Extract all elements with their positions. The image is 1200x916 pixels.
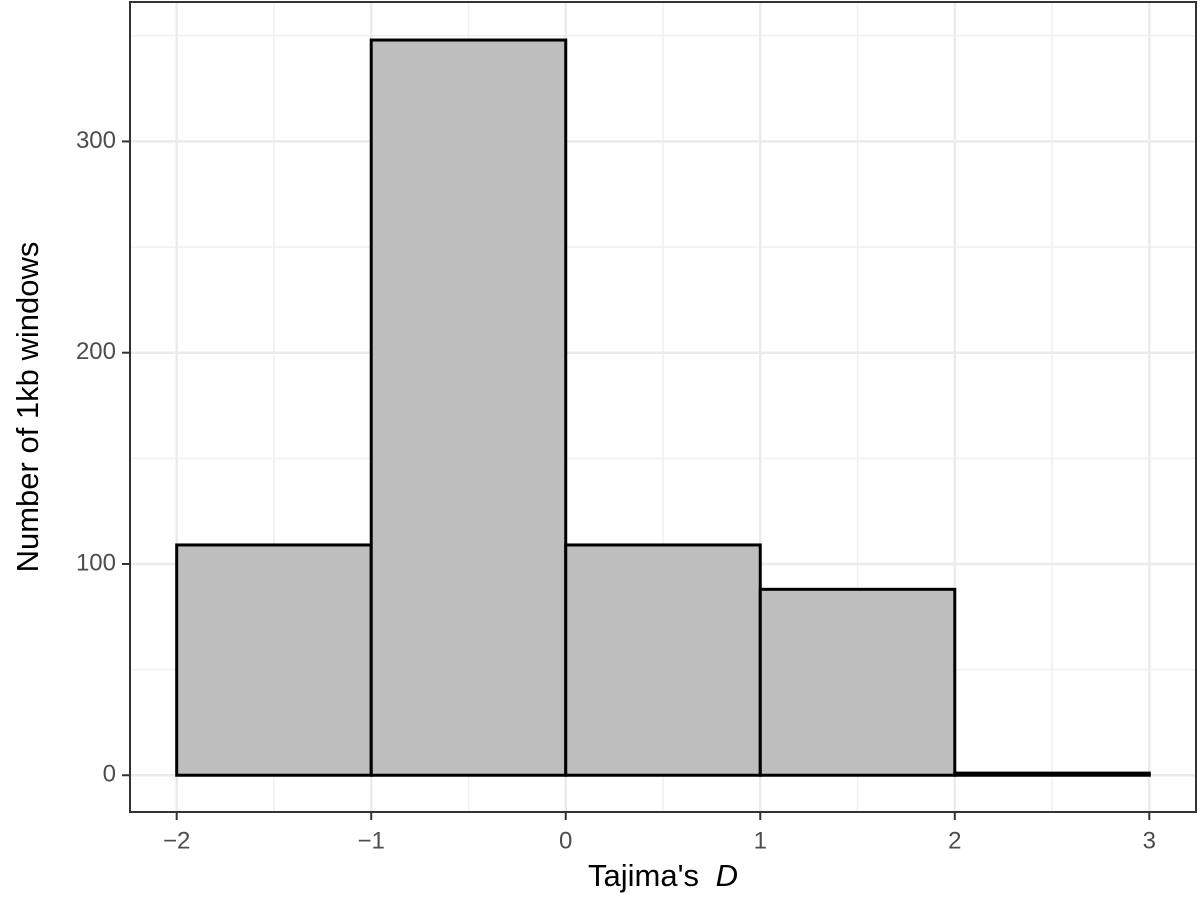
- panel-border: [129, 1, 1197, 813]
- x-tick-label: 2: [948, 827, 961, 854]
- y-tick-label: 200: [76, 338, 116, 365]
- bar: [758, 587, 957, 777]
- bar: [564, 543, 762, 777]
- x-axis-title: Tajima's D: [588, 858, 738, 893]
- bar: [953, 771, 1151, 777]
- y-axis-title: Number of 1kb windows: [10, 242, 45, 573]
- bar: [175, 543, 373, 777]
- x-tick-label: 0: [559, 827, 572, 854]
- y-tick-label: 100: [76, 549, 116, 576]
- x-tick-label: 3: [1143, 827, 1156, 854]
- x-tick-label: −1: [358, 827, 385, 854]
- x-tick-label: 1: [754, 827, 767, 854]
- y-tick-label: 0: [103, 761, 116, 788]
- x-axis-title-symbol: D: [716, 858, 738, 893]
- y-tick-label: 300: [76, 127, 116, 154]
- bar: [369, 38, 568, 777]
- x-axis-title-text: Tajima's: [588, 858, 699, 893]
- x-tick-label: −2: [163, 827, 190, 854]
